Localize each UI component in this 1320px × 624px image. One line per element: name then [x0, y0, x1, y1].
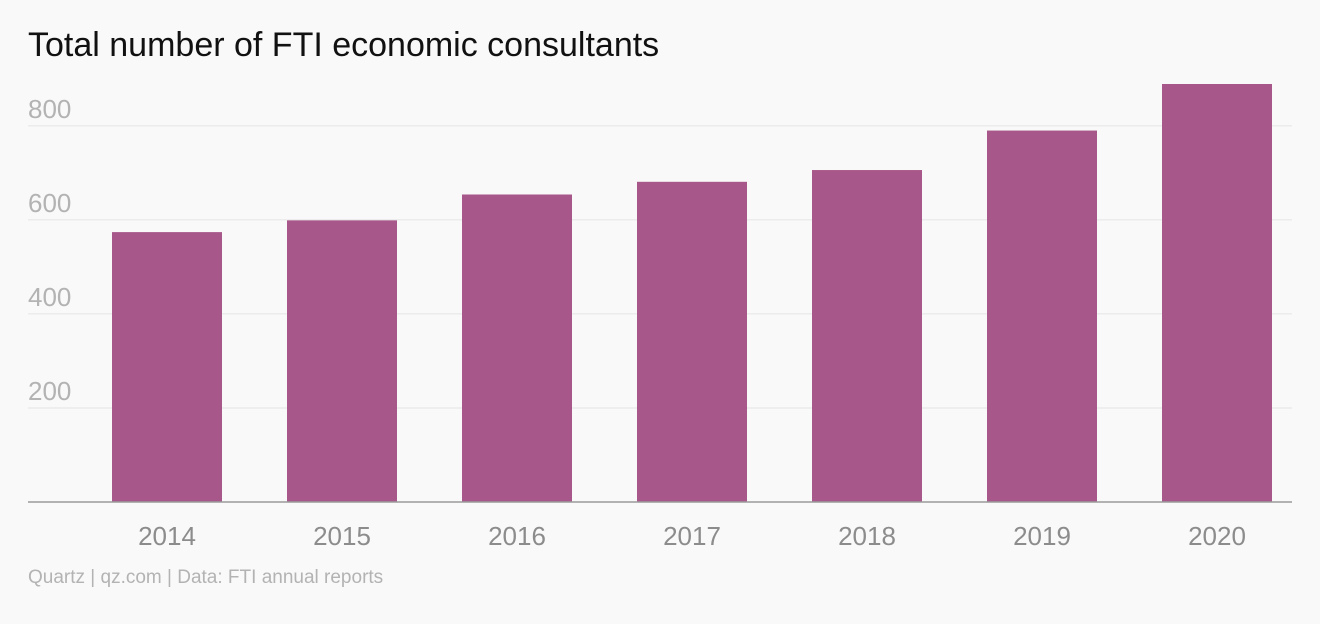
x-tick-label-2016: 2016: [488, 521, 546, 551]
y-tick-label-400: 400: [28, 282, 71, 312]
y-tick-label-600: 600: [28, 188, 71, 218]
bar-2017: [637, 181, 747, 502]
y-tick-label-800: 800: [28, 94, 71, 124]
bar-2014: [112, 232, 222, 502]
bar-2018: [812, 170, 922, 503]
x-tick-label-2018: 2018: [838, 521, 896, 551]
chart-title: Total number of FTI economic consultants: [28, 26, 660, 64]
bar-2015: [287, 220, 397, 502]
x-tick-label-2020: 2020: [1188, 521, 1246, 551]
x-axis-ticks: 2014 2015 2016 2017 2018 2019 2020: [138, 521, 1246, 551]
bar-2020: [1162, 84, 1272, 502]
bar-2016: [462, 194, 572, 502]
bars: [112, 84, 1272, 503]
x-tick-label-2017: 2017: [663, 521, 721, 551]
y-tick-label-200: 200: [28, 376, 71, 406]
source-note: Quartz | qz.com | Data: FTI annual repor…: [28, 567, 384, 588]
x-tick-label-2015: 2015: [313, 521, 371, 551]
x-tick-label-2014: 2014: [138, 521, 196, 551]
x-tick-label-2019: 2019: [1013, 521, 1071, 551]
bar-2019: [987, 130, 1097, 502]
y-axis-ticks: 200 400 600 800: [28, 94, 71, 406]
